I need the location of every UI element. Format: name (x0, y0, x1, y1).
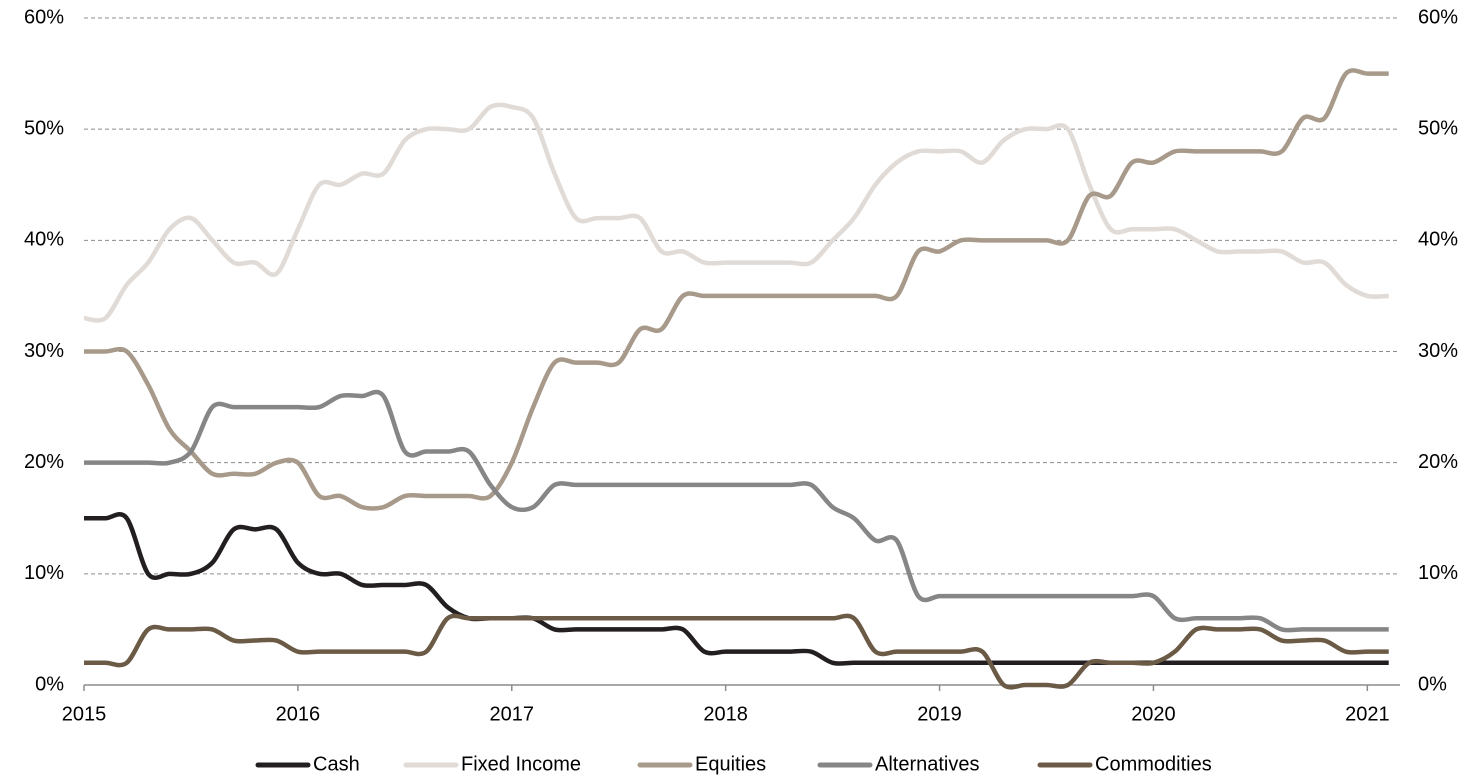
y2-tick-label: 20% (1418, 451, 1458, 473)
y-tick-label: 0% (35, 673, 64, 695)
legend-label: Cash (313, 753, 360, 775)
y2-tick-label: 60% (1418, 6, 1458, 28)
series-line (84, 389, 1389, 633)
series-line (83, 102, 1389, 323)
x-tick-label: 2019 (917, 703, 962, 725)
series-line (84, 68, 1389, 511)
y2-tick-label: 50% (1418, 117, 1458, 139)
y-tick-label: 60% (24, 6, 64, 28)
series-line (84, 613, 1389, 690)
legend-label: Alternatives (875, 753, 980, 775)
x-tick-label: 2021 (1345, 703, 1390, 725)
y-tick-label: 50% (24, 117, 64, 139)
y-tick-label: 30% (24, 340, 64, 362)
y-tick-label: 20% (24, 451, 64, 473)
x-tick-label: 2016 (276, 703, 321, 725)
y-tick-label: 10% (24, 562, 64, 584)
legend-label: Equities (695, 753, 766, 775)
x-tick-label: 2020 (1131, 703, 1176, 725)
y2-tick-label: 40% (1418, 229, 1458, 251)
x-tick-label: 2015 (62, 703, 107, 725)
x-tick-label: 2018 (703, 703, 748, 725)
legend-label: Commodities (1095, 753, 1212, 775)
y2-tick-label: 10% (1418, 562, 1458, 584)
y-tick-label: 40% (24, 229, 64, 251)
x-tick-label: 2017 (490, 703, 535, 725)
y2-tick-label: 0% (1418, 673, 1447, 695)
y2-tick-label: 30% (1418, 340, 1458, 362)
series-line (84, 512, 1389, 666)
legend-label: Fixed Income (461, 753, 581, 775)
